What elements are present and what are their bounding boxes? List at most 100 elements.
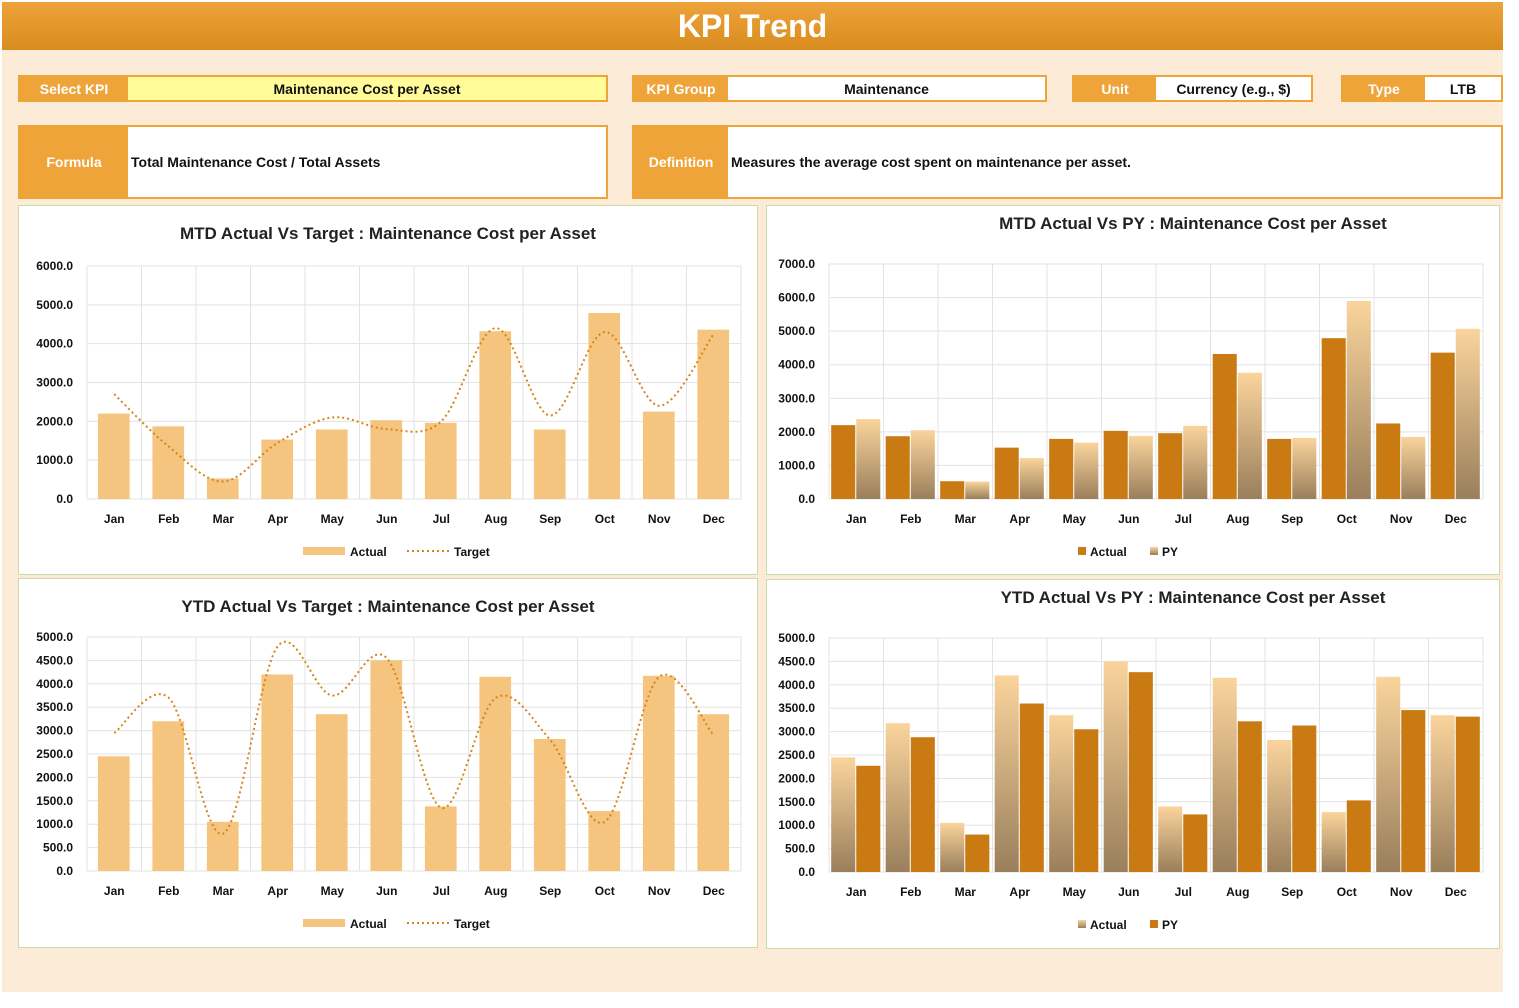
select-kpi-dropdown[interactable]: Maintenance Cost per Asset xyxy=(128,77,606,100)
bar-actual-feb xyxy=(152,721,185,871)
x-tick-label: Apr xyxy=(1009,512,1030,526)
legend-swatch xyxy=(1078,547,1086,555)
x-tick-label: Jan xyxy=(104,884,125,898)
y-tick-label: 0.0 xyxy=(798,492,815,506)
bar-actual-apr xyxy=(994,447,1019,499)
definition-label: Definition xyxy=(634,127,728,197)
bar-actual-jan xyxy=(97,756,130,871)
x-tick-label: Sep xyxy=(539,512,561,526)
bar-py-jul xyxy=(1183,425,1208,499)
x-tick-label: Jan xyxy=(846,512,867,526)
formula-field: Formula Total Maintenance Cost / Total A… xyxy=(18,125,608,199)
y-tick-label: 4000.0 xyxy=(778,678,815,692)
x-tick-label: Feb xyxy=(900,885,921,899)
x-tick-label: Jul xyxy=(433,512,450,526)
definition-field: Definition Measures the average cost spe… xyxy=(632,125,1503,199)
bar-actual-jun xyxy=(370,420,403,499)
bar-actual-dec xyxy=(1430,352,1455,499)
bar-actual-mar xyxy=(940,822,965,872)
x-tick-label: Nov xyxy=(648,884,671,898)
x-tick-label: Aug xyxy=(1226,885,1249,899)
bar-py-jan xyxy=(856,765,881,872)
legend-swatch xyxy=(1078,920,1086,928)
x-tick-label: Oct xyxy=(1337,512,1357,526)
bar-actual-feb xyxy=(152,426,185,499)
bar-actual-nov xyxy=(642,675,675,871)
bar-py-feb xyxy=(910,737,935,872)
x-tick-label: Mar xyxy=(213,884,235,898)
x-tick-label: Aug xyxy=(484,884,507,898)
kpi-group-field: KPI Group Maintenance xyxy=(632,75,1047,102)
y-tick-label: 5000.0 xyxy=(36,630,73,644)
bar-actual-mar xyxy=(206,478,239,499)
y-tick-label: 5000.0 xyxy=(778,324,815,338)
bar-py-apr xyxy=(1019,458,1044,499)
bar-actual-jan xyxy=(831,425,856,499)
mtd-actual-vs-target-chart: MTD Actual Vs Target : Maintenance Cost … xyxy=(18,205,758,575)
chart-plot: 0.0 1000.0 2000.0 3000.0 4000.0 5000.0 6000.0 J… xyxy=(36,259,742,559)
y-tick-label: 3000.0 xyxy=(778,725,815,739)
bar-actual-feb xyxy=(885,436,910,499)
x-tick-label: Mar xyxy=(213,512,235,526)
bar-py-jun xyxy=(1128,435,1153,499)
type-value: LTB xyxy=(1449,80,1477,97)
x-tick-label: Feb xyxy=(158,512,179,526)
bar-actual-may xyxy=(315,429,348,499)
bar-actual-oct xyxy=(588,312,621,499)
y-tick-label: 1000.0 xyxy=(778,458,815,472)
legend-label: Target xyxy=(454,917,490,931)
select-kpi-field[interactable]: Select KPI Maintenance Cost per Asset xyxy=(18,75,608,102)
bar-actual-nov xyxy=(1376,423,1401,499)
bar-py-may xyxy=(1074,729,1099,872)
definition-value: Measures the average cost spent on maint… xyxy=(731,154,1131,170)
page-title: KPI Trend xyxy=(2,2,1503,50)
x-tick-label: Jan xyxy=(846,885,867,899)
bar-actual-aug xyxy=(1212,677,1237,872)
y-tick-label: 3000.0 xyxy=(36,724,73,738)
bar-actual-apr xyxy=(994,675,1019,872)
y-tick-label: 7000.0 xyxy=(778,257,815,271)
bar-actual-jun xyxy=(1103,661,1128,872)
bar-py-mar xyxy=(965,834,990,872)
legend-label: Target xyxy=(454,545,490,559)
bar-actual-jul xyxy=(424,806,457,871)
bar-actual-sep xyxy=(533,739,566,871)
mtd-actual-vs-py-chart: MTD Actual Vs PY : Maintenance Cost per … xyxy=(766,205,1500,575)
chart-plot: 0.0 1000.0 2000.0 3000.0 4000.0 5000.0 6000.0 7… xyxy=(778,257,1484,559)
kpi-group-label: KPI Group xyxy=(634,77,728,100)
bar-actual-may xyxy=(1049,438,1074,499)
bar-py-sep xyxy=(1292,437,1317,499)
bar-actual-apr xyxy=(261,674,294,871)
x-tick-label: Jul xyxy=(1175,512,1192,526)
y-tick-label: 2000.0 xyxy=(36,414,73,428)
bar-py-oct xyxy=(1346,800,1371,872)
y-tick-label: 2000.0 xyxy=(36,770,73,784)
type-field: Type LTB xyxy=(1341,75,1503,102)
y-tick-label: 1000.0 xyxy=(36,817,73,831)
x-tick-label: Oct xyxy=(1337,885,1357,899)
chart-title: YTD Actual Vs PY : Maintenance Cost per … xyxy=(1000,588,1386,607)
chart-plot: 0.0 500.0 1000.0 1500.0 2000.0 2500.0 3000.0 35… xyxy=(36,630,742,931)
bar-actual-aug xyxy=(479,676,512,871)
chart-title: YTD Actual Vs Target : Maintenance Cost … xyxy=(181,597,595,616)
x-tick-label: May xyxy=(1063,885,1087,899)
y-tick-label: 2500.0 xyxy=(36,747,73,761)
bar-actual-mar xyxy=(206,821,239,871)
legend-swatch xyxy=(1150,920,1158,928)
legend-swatch xyxy=(303,919,345,927)
formula-value: Total Maintenance Cost / Total Assets xyxy=(131,154,381,170)
bar-py-aug xyxy=(1237,372,1262,499)
bar-actual-nov xyxy=(642,411,675,499)
bar-py-jun xyxy=(1128,672,1153,872)
bar-actual-jan xyxy=(831,757,856,872)
bar-actual-aug xyxy=(479,331,512,499)
bar-actual-aug xyxy=(1212,353,1237,499)
dashboard: KPI Trend Select KPI Maintenance Cost pe… xyxy=(2,2,1503,992)
legend-label: Actual xyxy=(350,545,387,559)
formula-label: Formula xyxy=(20,127,128,197)
bar-py-nov xyxy=(1401,710,1426,872)
legend-label: PY xyxy=(1162,545,1178,559)
bar-actual-jan xyxy=(97,413,130,499)
x-tick-label: Dec xyxy=(1445,885,1467,899)
x-tick-label: Nov xyxy=(1390,885,1413,899)
